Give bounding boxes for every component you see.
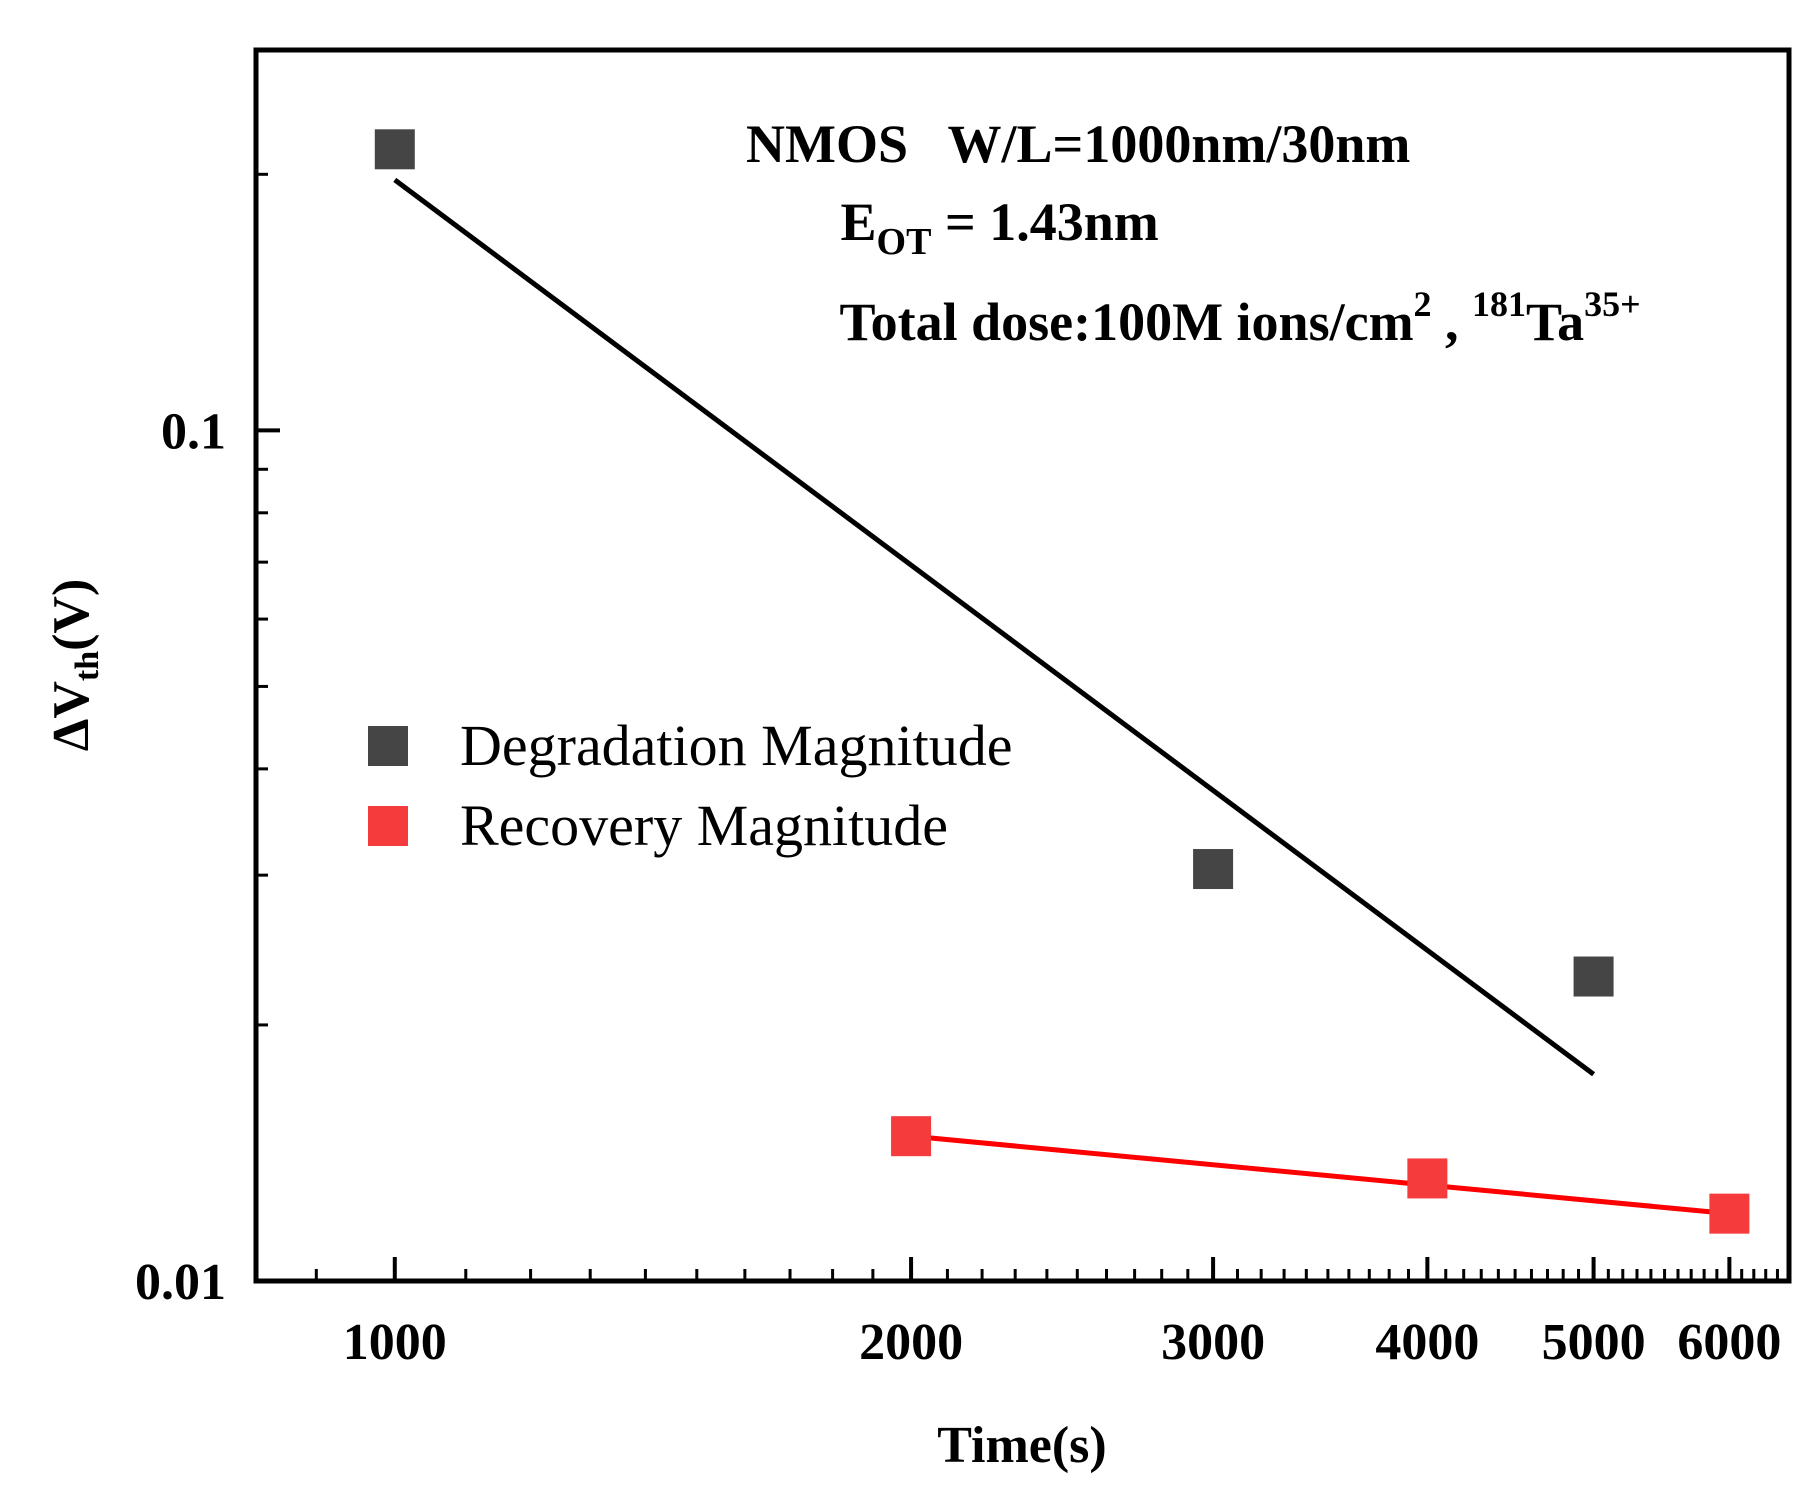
annotation-eot-sub: OT [877, 221, 932, 263]
legend-marker-recovery [368, 806, 408, 846]
data-point-recovery [891, 1116, 932, 1157]
x-tick-label: 6000 [1677, 1314, 1781, 1371]
data-point-recovery [1709, 1193, 1750, 1234]
legend: Degradation Magnitude Recovery Magnitude [368, 713, 1012, 858]
annotation-eot-value: = 1.43nm [931, 192, 1158, 252]
annotation-eot-main: E [841, 192, 877, 252]
annotation-mass-number: 181 [1472, 284, 1526, 324]
data-point-degradation [374, 129, 415, 170]
annotation-separator: , [1432, 292, 1473, 352]
x-tick-label: 2000 [859, 1314, 963, 1371]
x-tick-labels: 1000 2000 3000 4000 5000 6000 [343, 1314, 1782, 1371]
x-tick-label: 1000 [343, 1314, 447, 1371]
x-tick-label: 4000 [1375, 1314, 1479, 1371]
legend-label-degradation: Degradation Magnitude [460, 713, 1012, 778]
data-point-degradation [1573, 956, 1614, 997]
legend-marker-degradation [368, 726, 408, 766]
data-markers [374, 129, 1750, 1234]
annotation-dose: Total dose:100M ions/cm [840, 292, 1414, 352]
x-tick-label: 3000 [1161, 1314, 1265, 1371]
fit-lines [393, 177, 1730, 1217]
plot-frame [253, 47, 1792, 1284]
y-tick-labels: 0.01 0.1 [135, 403, 226, 1311]
x-axis-label: Time(s) [937, 1417, 1106, 1474]
data-point-recovery [1407, 1158, 1448, 1199]
annotation-line-1: NMOS W/L=1000nm/30nm [746, 114, 1410, 174]
fit-line-recovery [910, 1133, 1730, 1217]
legend-label-recovery: Recovery Magnitude [460, 793, 948, 858]
annotation-element: Ta [1526, 292, 1584, 352]
x-tick-label: 5000 [1542, 1314, 1646, 1371]
y-tick-label: 0.1 [161, 403, 226, 460]
y-axis-label-sub: th [69, 651, 106, 681]
fit-line-degradation [393, 177, 1596, 1077]
y-tick-label: 0.01 [135, 1254, 226, 1311]
annotation-line-3: Total dose:100M ions/cm2 , 181Ta35+ [746, 268, 1708, 352]
annotation-line-2: EOT = 1.43nm [746, 192, 1226, 263]
annotation: NMOS W/L=1000nm/30nm EOT = 1.43nm Total … [746, 114, 1708, 352]
annotation-dose-sup: 2 [1414, 284, 1432, 324]
y-axis-label: ΔVth(V) [43, 579, 106, 752]
y-axis-label-main: ΔV [43, 681, 100, 751]
annotation-charge: 35+ [1584, 284, 1641, 324]
data-point-degradation [1193, 849, 1234, 890]
y-axis-label-unit: (V) [43, 579, 100, 651]
